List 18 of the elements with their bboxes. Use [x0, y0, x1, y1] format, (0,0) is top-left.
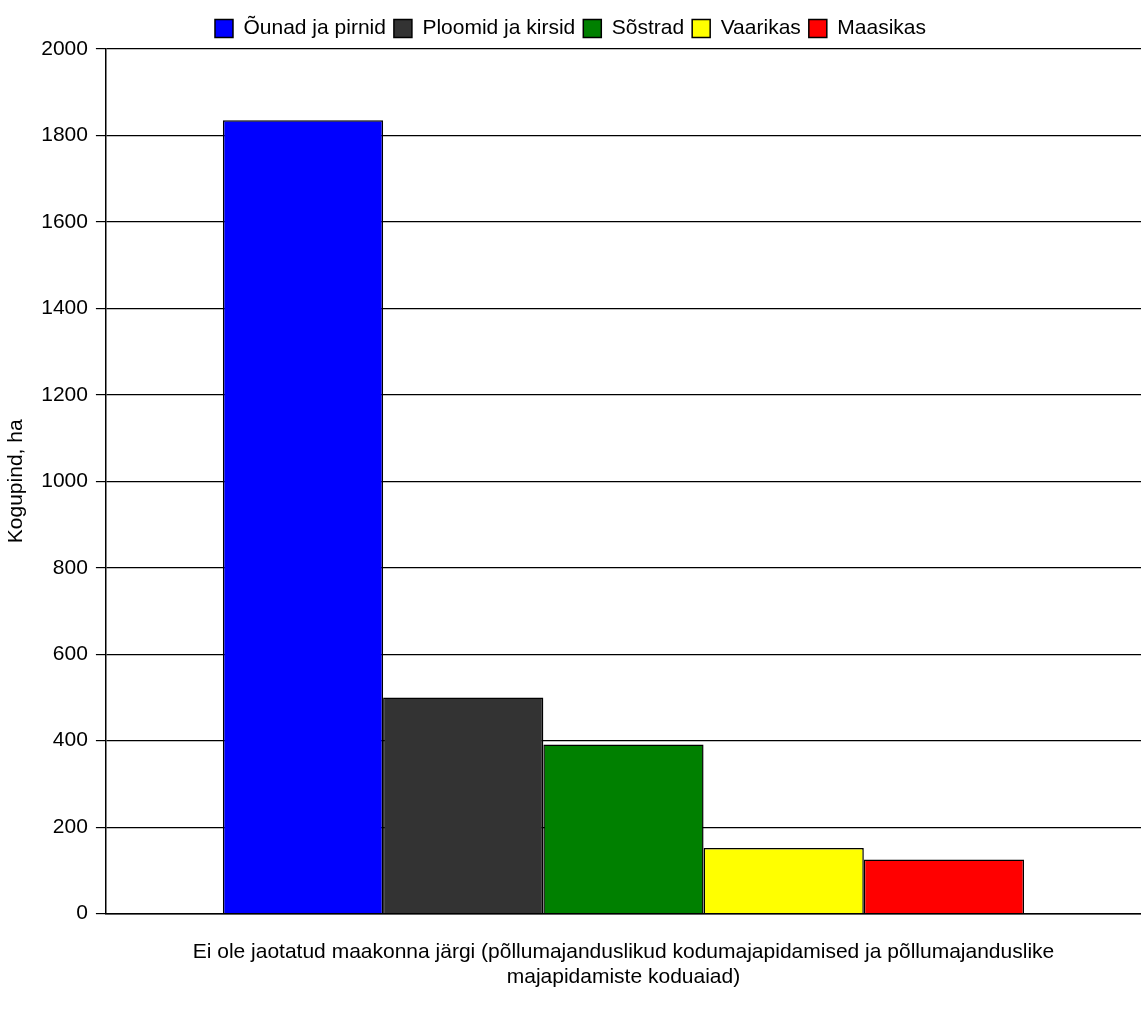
y-tick-label: 200	[52, 813, 88, 837]
y-tick-label: 2000	[41, 35, 88, 59]
legend-label: Ploomid ja kirsid	[422, 15, 576, 39]
y-tick-label: 0	[76, 900, 88, 924]
y-tick-label: 1000	[41, 468, 88, 492]
x-tick-label: Ei ole jaotatud maakonna järgi (põllumajanduslikud kodumajapidamised ja põllumajanduslike majapidamiste koduaiad)	[192, 939, 1055, 988]
legend-label: Maasikas	[837, 15, 927, 39]
y-tick-label: 400	[52, 727, 88, 751]
y-tick-label: 600	[52, 641, 88, 665]
y-tick-label: 1600	[41, 208, 88, 232]
y-tick-label: 1400	[41, 295, 88, 319]
y-tick-label: 1200	[41, 381, 88, 405]
legend-label: Õunad ja pirnid	[243, 15, 386, 39]
legend-label: Vaarikas	[720, 15, 801, 39]
y-axis-title: Kogupind, ha	[3, 419, 27, 544]
y-tick-label: 800	[52, 554, 88, 578]
legend-label: Sõstrad	[611, 15, 685, 39]
y-tick-label: 1800	[41, 122, 88, 146]
